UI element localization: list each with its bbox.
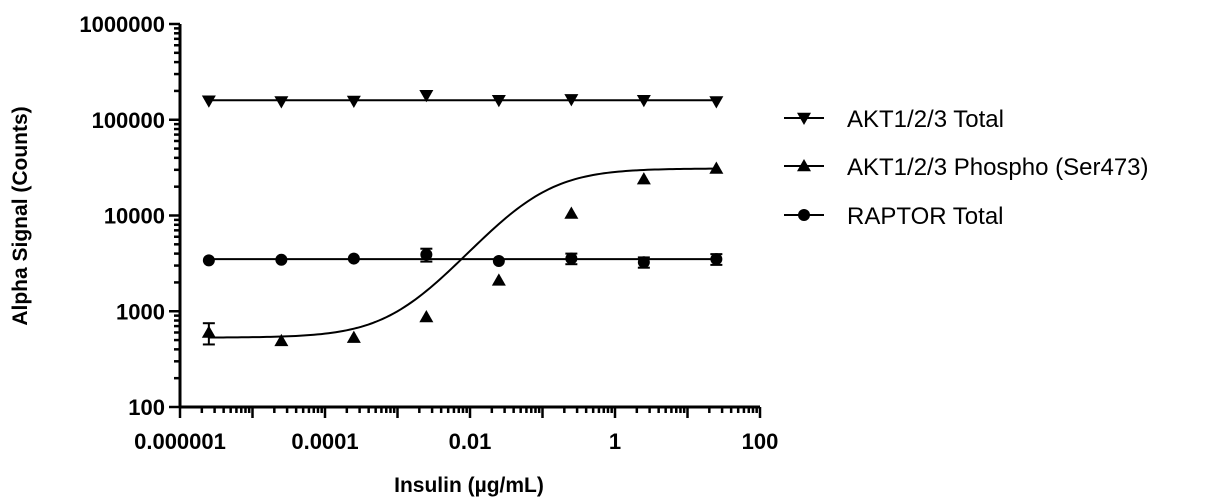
data-point-series-0	[274, 96, 289, 109]
data-point-series-1	[274, 333, 289, 347]
data-point-series-1	[346, 330, 361, 343]
data-point-series-0	[419, 90, 434, 103]
data-point-series-1	[491, 273, 506, 286]
data-point-series-2	[637, 256, 650, 269]
data-point-series-2	[347, 252, 360, 265]
data-point-series-1	[419, 310, 434, 323]
legend-label: RAPTOR Total	[847, 203, 1004, 230]
data-point-series-0	[636, 94, 651, 108]
y-tick-label: 100	[128, 395, 165, 420]
data-point-series-2	[710, 253, 723, 266]
data-point-series-0	[346, 95, 361, 108]
data-point-series-2	[420, 248, 433, 261]
legend-label: AKT1/2/3 Phospho (Ser473)	[847, 154, 1149, 181]
data-point-series-0	[201, 95, 216, 108]
y-axis-title: Alpha Signal (Counts)	[9, 106, 32, 325]
data-point-series-0	[709, 96, 724, 109]
axes	[178, 24, 760, 409]
data-point-series-2	[492, 254, 505, 267]
y-tick-label: 10000	[104, 204, 165, 229]
y-tick-label: 100000	[92, 108, 165, 133]
x-tick-label: 1	[609, 429, 621, 454]
x-tick-label: 0.000001	[134, 429, 226, 454]
legend-marker	[797, 159, 811, 172]
fit-curves	[208, 99, 717, 339]
data-point-series-2	[202, 254, 215, 267]
data-points	[201, 90, 724, 347]
y-tick-label: 1000	[116, 299, 165, 324]
x-tick-label: 0.0001	[291, 429, 358, 454]
x-axis-title: Insulin (µg/mL)	[394, 474, 544, 497]
fit-curve-series-1	[208, 167, 717, 339]
legend-marker	[797, 112, 811, 125]
data-point-series-2	[565, 252, 578, 265]
legend-label: AKT1/2/3 Total	[847, 106, 1004, 133]
data-point-series-1	[201, 325, 216, 338]
data-point-series-1	[564, 206, 579, 219]
data-point-series-2	[275, 253, 288, 266]
legend-marker	[798, 209, 810, 221]
legend: AKT1/2/3 Total AKT1/2/3 Phospho (Ser473) R…	[784, 106, 1149, 230]
data-point-series-0	[491, 94, 506, 108]
y-tick-label: 1000000	[79, 12, 165, 37]
data-point-series-1	[636, 172, 651, 185]
x-tick-label: 100	[742, 429, 779, 454]
axis-ticks: 0.000001 0.0001 0.01 1 100 100 1000 10000 100000…	[79, 12, 778, 454]
data-point-series-0	[564, 94, 579, 107]
x-tick-label: 0.01	[449, 429, 492, 454]
data-point-series-1	[709, 161, 724, 174]
